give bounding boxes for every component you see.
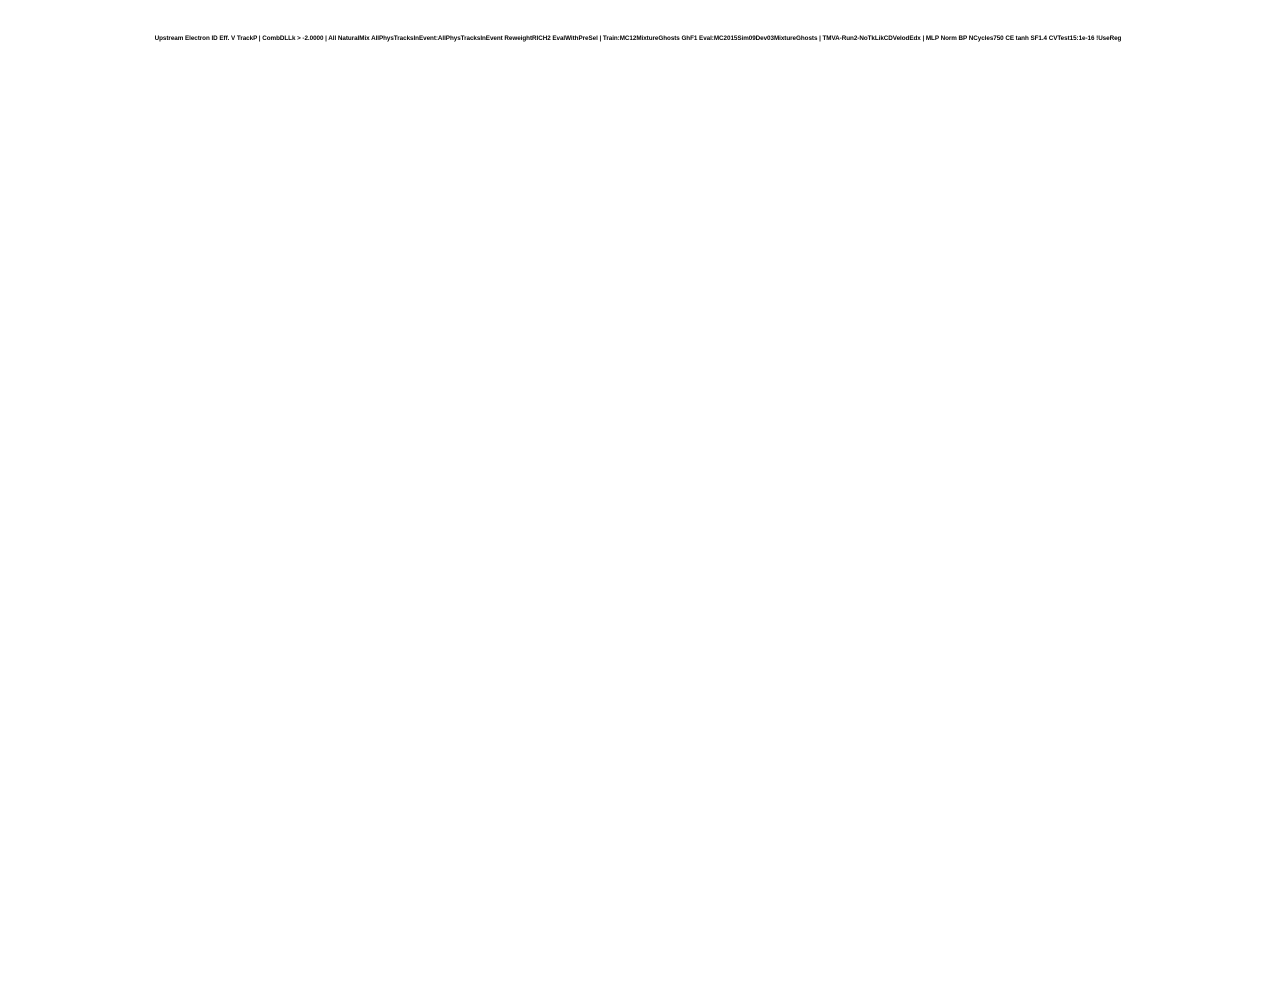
chart-title: Upstream Electron ID Eff. V TrackP | Com…	[154, 35, 1122, 42]
